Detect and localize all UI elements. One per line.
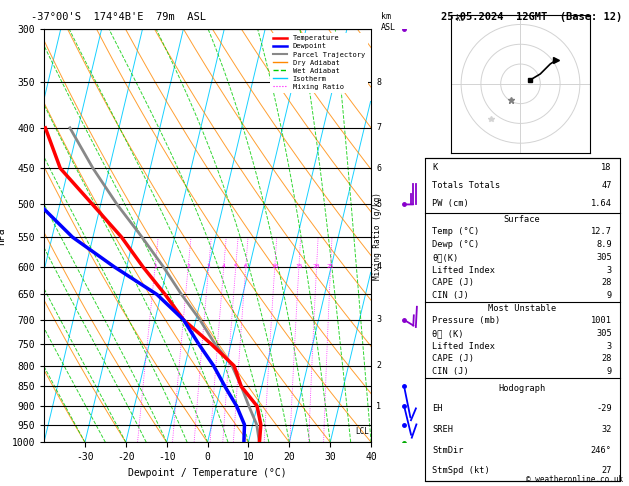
Text: SREH: SREH — [432, 425, 454, 434]
Text: StmDir: StmDir — [432, 446, 464, 454]
Text: CAPE (J): CAPE (J) — [432, 354, 474, 363]
Text: 5: 5 — [234, 264, 238, 270]
Text: 5: 5 — [377, 200, 381, 209]
Text: 2: 2 — [377, 361, 381, 370]
Text: km
ASL: km ASL — [381, 12, 396, 32]
Text: 10: 10 — [271, 264, 279, 270]
Text: θᴇ(K): θᴇ(K) — [432, 253, 459, 262]
Text: 7: 7 — [377, 123, 381, 132]
Y-axis label: hPa: hPa — [0, 227, 6, 244]
Text: 28: 28 — [601, 354, 612, 363]
Text: 1: 1 — [153, 264, 157, 270]
Text: Lifted Index: Lifted Index — [432, 342, 496, 350]
Text: -37°00'S  174°4B'E  79m  ASL: -37°00'S 174°4B'E 79m ASL — [31, 12, 206, 22]
Text: 27: 27 — [601, 466, 612, 475]
Text: 25: 25 — [327, 264, 335, 270]
Legend: Temperature, Dewpoint, Parcel Trajectory, Dry Adiabat, Wet Adiabat, Isotherm, Mi: Temperature, Dewpoint, Parcel Trajectory… — [270, 33, 367, 93]
Text: © weatheronline.co.uk: © weatheronline.co.uk — [526, 474, 623, 484]
Text: 20: 20 — [313, 264, 320, 270]
Text: CIN (J): CIN (J) — [432, 291, 469, 300]
Text: CIN (J): CIN (J) — [432, 367, 469, 376]
Text: 305: 305 — [596, 253, 612, 262]
Text: 47: 47 — [601, 181, 612, 190]
Text: LCL: LCL — [355, 427, 369, 436]
Text: 3: 3 — [606, 265, 612, 275]
Text: Surface: Surface — [504, 215, 540, 224]
Text: 8.9: 8.9 — [596, 240, 612, 249]
Text: 4: 4 — [222, 264, 226, 270]
Text: Pressure (mb): Pressure (mb) — [432, 316, 501, 325]
Text: K: K — [432, 163, 438, 172]
Text: Hodograph: Hodograph — [498, 383, 546, 393]
Text: StmSpd (kt): StmSpd (kt) — [432, 466, 490, 475]
Text: 6: 6 — [377, 164, 381, 173]
Text: θᴇ (K): θᴇ (K) — [432, 329, 464, 338]
Text: Dewp (°C): Dewp (°C) — [432, 240, 480, 249]
X-axis label: Dewpoint / Temperature (°C): Dewpoint / Temperature (°C) — [128, 468, 287, 478]
Text: 305: 305 — [596, 329, 612, 338]
Text: 15: 15 — [295, 264, 303, 270]
Text: 1001: 1001 — [591, 316, 612, 325]
Text: 3: 3 — [377, 315, 381, 324]
Text: 3: 3 — [207, 264, 211, 270]
Text: Temp (°C): Temp (°C) — [432, 227, 480, 236]
Text: Lifted Index: Lifted Index — [432, 265, 496, 275]
Text: 3: 3 — [606, 342, 612, 350]
Text: 1: 1 — [377, 401, 381, 411]
Text: 246°: 246° — [591, 446, 612, 454]
Text: 18: 18 — [601, 163, 612, 172]
Text: 6: 6 — [244, 264, 248, 270]
Text: kt: kt — [455, 14, 464, 22]
Text: -29: -29 — [596, 404, 612, 413]
Text: Mixing Ratio (g/kg): Mixing Ratio (g/kg) — [373, 192, 382, 279]
Text: Totals Totals: Totals Totals — [432, 181, 501, 190]
Text: 12.7: 12.7 — [591, 227, 612, 236]
Text: 25.05.2024  12GMT  (Base: 12): 25.05.2024 12GMT (Base: 12) — [442, 12, 623, 22]
Text: 32: 32 — [601, 425, 612, 434]
Text: 1.64: 1.64 — [591, 199, 612, 208]
Text: 9: 9 — [606, 291, 612, 300]
Text: 2: 2 — [186, 264, 190, 270]
Text: 9: 9 — [606, 367, 612, 376]
Text: PW (cm): PW (cm) — [432, 199, 469, 208]
Text: 4: 4 — [377, 262, 381, 272]
Text: 28: 28 — [601, 278, 612, 287]
Text: 8: 8 — [377, 78, 381, 87]
Text: CAPE (J): CAPE (J) — [432, 278, 474, 287]
Text: Most Unstable: Most Unstable — [488, 304, 556, 312]
Text: EH: EH — [432, 404, 443, 413]
